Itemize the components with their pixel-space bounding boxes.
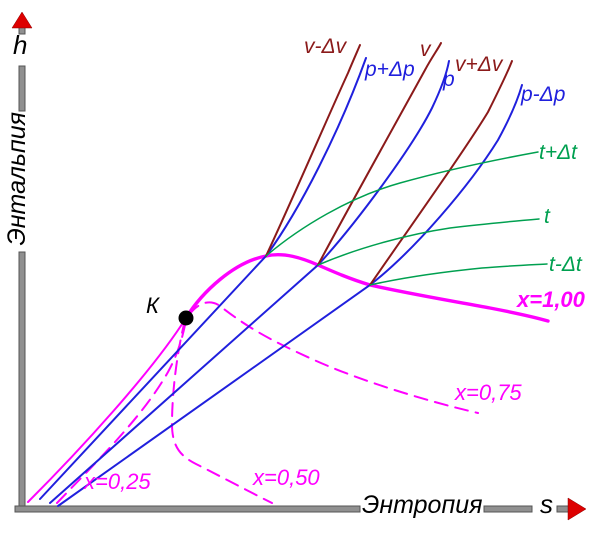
quality-x100-label: x=1,00 bbox=[517, 287, 585, 312]
isochore-v-plus-curve bbox=[369, 60, 513, 286]
isotherm-t-minus-label: t-Δt bbox=[549, 253, 582, 276]
isochore-v-label: v bbox=[420, 38, 431, 61]
x-axis-right-segment bbox=[483, 505, 533, 513]
critical-point-dot bbox=[178, 310, 194, 326]
saturation-curve-x100 bbox=[184, 253, 550, 323]
quality-line-x050 bbox=[170, 319, 273, 504]
x-axis-arrow-icon bbox=[567, 497, 587, 521]
x-axis bbox=[14, 497, 587, 521]
isotherm-t-minus-curve bbox=[369, 263, 548, 286]
isotherm-t-plus-curve bbox=[265, 151, 539, 257]
saturated-liquid-line bbox=[27, 317, 187, 503]
isobar-p-minus-label: p-Δp bbox=[521, 83, 566, 106]
isochore-v-minus-label: v-Δv bbox=[304, 35, 347, 58]
isobar-p-plus-label: p+Δp bbox=[365, 58, 415, 81]
y-axis-upper-segment bbox=[18, 65, 26, 112]
isobar-p-plus-curve bbox=[39, 57, 367, 500]
isochore-v-plus-label: v+Δv bbox=[455, 53, 503, 76]
quality-x050-label: x=0,50 bbox=[253, 465, 320, 490]
x-axis-symbol: s bbox=[540, 489, 553, 519]
x-axis-arrow-stub bbox=[556, 505, 570, 513]
quality-line-x075 bbox=[188, 301, 479, 414]
x-axis-title: Энтропия bbox=[362, 491, 483, 519]
quality-x075-label: x=0,75 bbox=[455, 380, 522, 405]
isobar-p-minus-curve bbox=[57, 84, 523, 507]
isobar-p-curve bbox=[49, 60, 450, 504]
quality-x025-label: x=0,25 bbox=[84, 469, 151, 494]
isotherm-t-label: t bbox=[544, 205, 550, 228]
critical-point-label: К bbox=[146, 293, 159, 318]
isotherm-t-curve bbox=[317, 218, 540, 266]
y-axis-arrow-icon bbox=[11, 11, 33, 29]
y-axis-title: Энтальпия bbox=[3, 112, 31, 246]
quality-line-x025 bbox=[56, 319, 187, 504]
isotherm-t-plus-label: t+Δt bbox=[539, 141, 578, 164]
y-axis-lower-segment bbox=[18, 251, 26, 513]
y-axis-symbol: h bbox=[13, 30, 28, 60]
x-axis-left-segment bbox=[14, 505, 361, 513]
isochore-v-minus-curve bbox=[265, 44, 361, 257]
isobar-p-label: p bbox=[443, 68, 455, 91]
y-axis bbox=[11, 11, 33, 513]
isochore-v-curve bbox=[317, 42, 442, 266]
